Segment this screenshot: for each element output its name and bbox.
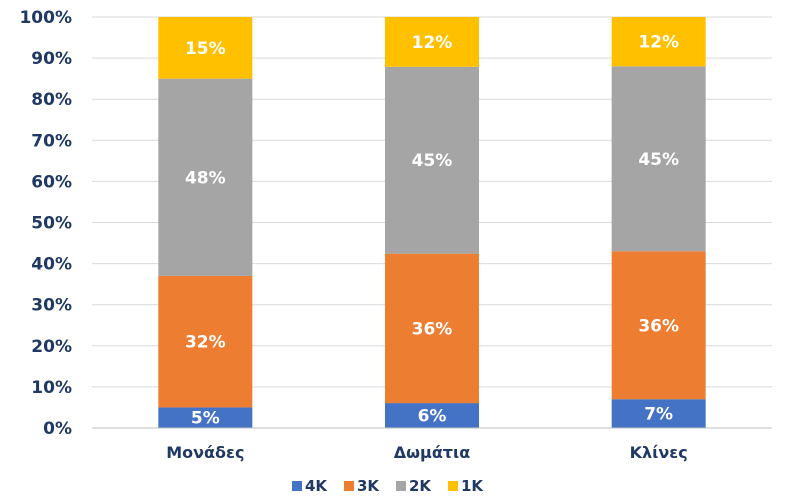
- x-category-label: Κλίνες: [630, 443, 688, 462]
- bar-segment-1k: [385, 17, 479, 67]
- legend-swatch: [292, 481, 302, 491]
- bar-segment-1k: [611, 17, 706, 67]
- y-tick-label: 30%: [31, 296, 72, 316]
- x-axis: Μονάδες Δωμάτια Κλίνες: [92, 427, 772, 462]
- data-label: 5%: [191, 409, 220, 429]
- data-label: 45%: [638, 150, 679, 170]
- data-label: 15%: [185, 39, 226, 59]
- data-label: 12%: [638, 33, 679, 53]
- data-label: 7%: [644, 405, 673, 425]
- bar-segment-4k: [385, 403, 479, 428]
- data-label: 6%: [418, 407, 447, 427]
- x-category-label: Δωμάτια: [394, 443, 471, 462]
- bar-segment-2k: [385, 66, 479, 254]
- legend-swatch: [396, 481, 406, 491]
- x-category-label: Μονάδες: [166, 443, 244, 462]
- data-label: 45%: [412, 151, 453, 171]
- legend-label: 4K: [305, 477, 328, 495]
- legend-item: 1K: [448, 477, 484, 495]
- bar-stacks: 5% 32% 48% 15% 6% 36% 45% 12% 7% 36% 45% 12%: [158, 17, 706, 429]
- bar-segment-4k: [158, 407, 253, 428]
- bar-segment-2k: [158, 78, 253, 276]
- data-label: 32%: [185, 333, 226, 353]
- bar-segment-3k: [611, 251, 706, 400]
- y-tick-label: 40%: [31, 255, 72, 275]
- legend-swatch: [448, 481, 458, 491]
- bar-stack: 7% 36% 45% 12%: [611, 17, 706, 428]
- bar-segment-2k: [611, 66, 706, 252]
- y-tick-label: 70%: [31, 131, 72, 151]
- legend-swatch: [344, 481, 354, 491]
- bar-segment-3k: [385, 253, 479, 404]
- y-tick-label: 60%: [31, 172, 72, 192]
- y-tick-label: 80%: [31, 90, 72, 110]
- bar-segment-1k: [158, 17, 253, 79]
- y-tick-label: 100%: [19, 8, 72, 28]
- legend-label: 1K: [461, 477, 484, 495]
- y-tick-label: 0%: [43, 419, 72, 439]
- data-label: 36%: [638, 316, 679, 336]
- legend: 4K 3K 2K 1K: [292, 477, 484, 495]
- data-label: 48%: [185, 168, 226, 188]
- legend-label: 3K: [357, 477, 380, 495]
- bar-segment-3k: [158, 275, 253, 408]
- data-label: 36%: [412, 319, 453, 339]
- bar-segment-4k: [611, 399, 706, 428]
- legend-item: 3K: [344, 477, 380, 495]
- data-label: 12%: [412, 33, 453, 53]
- y-tick-label: 90%: [31, 49, 72, 69]
- y-axis: 0% 10% 20% 30% 40% 50% 60% 70% 80% 90% 100%: [19, 8, 72, 439]
- y-tick-label: 50%: [31, 214, 72, 234]
- legend-label: 2K: [409, 477, 432, 495]
- legend-item: 4K: [292, 477, 328, 495]
- bar-stack: 6% 36% 45% 12%: [385, 17, 479, 428]
- y-tick-label: 20%: [31, 337, 72, 357]
- bar-stack: 5% 32% 48% 15%: [158, 17, 253, 429]
- y-tick-label: 10%: [31, 378, 72, 398]
- legend-item: 2K: [396, 477, 432, 495]
